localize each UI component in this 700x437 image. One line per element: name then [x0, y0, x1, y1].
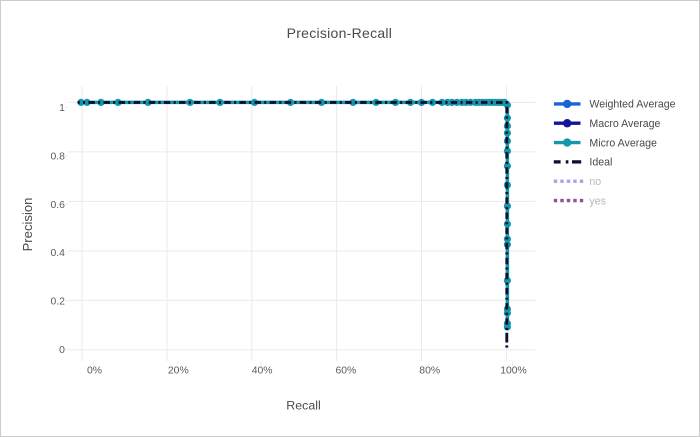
svg-text:Precision-Recall: Precision-Recall — [287, 25, 393, 41]
svg-text:Weighted Average: Weighted Average — [589, 99, 675, 111]
svg-text:0.8: 0.8 — [50, 151, 65, 162]
svg-text:0%: 0% — [87, 366, 102, 377]
svg-text:0.2: 0.2 — [50, 297, 65, 308]
svg-text:no: no — [589, 176, 601, 188]
svg-text:80%: 80% — [419, 366, 440, 377]
svg-text:0: 0 — [59, 345, 65, 356]
svg-text:Precision: Precision — [20, 198, 35, 252]
svg-text:20%: 20% — [168, 366, 189, 377]
svg-text:40%: 40% — [252, 366, 273, 377]
svg-text:0.4: 0.4 — [50, 248, 65, 259]
svg-text:Recall: Recall — [286, 398, 320, 412]
svg-text:60%: 60% — [336, 366, 357, 377]
svg-text:Ideal: Ideal — [589, 157, 612, 169]
svg-text:0.6: 0.6 — [50, 200, 65, 211]
svg-text:yes: yes — [589, 195, 606, 207]
svg-text:100%: 100% — [500, 366, 527, 377]
svg-text:Micro Average: Micro Average — [589, 137, 657, 149]
svg-text:1: 1 — [59, 103, 65, 114]
svg-text:Macro Average: Macro Average — [589, 118, 660, 130]
